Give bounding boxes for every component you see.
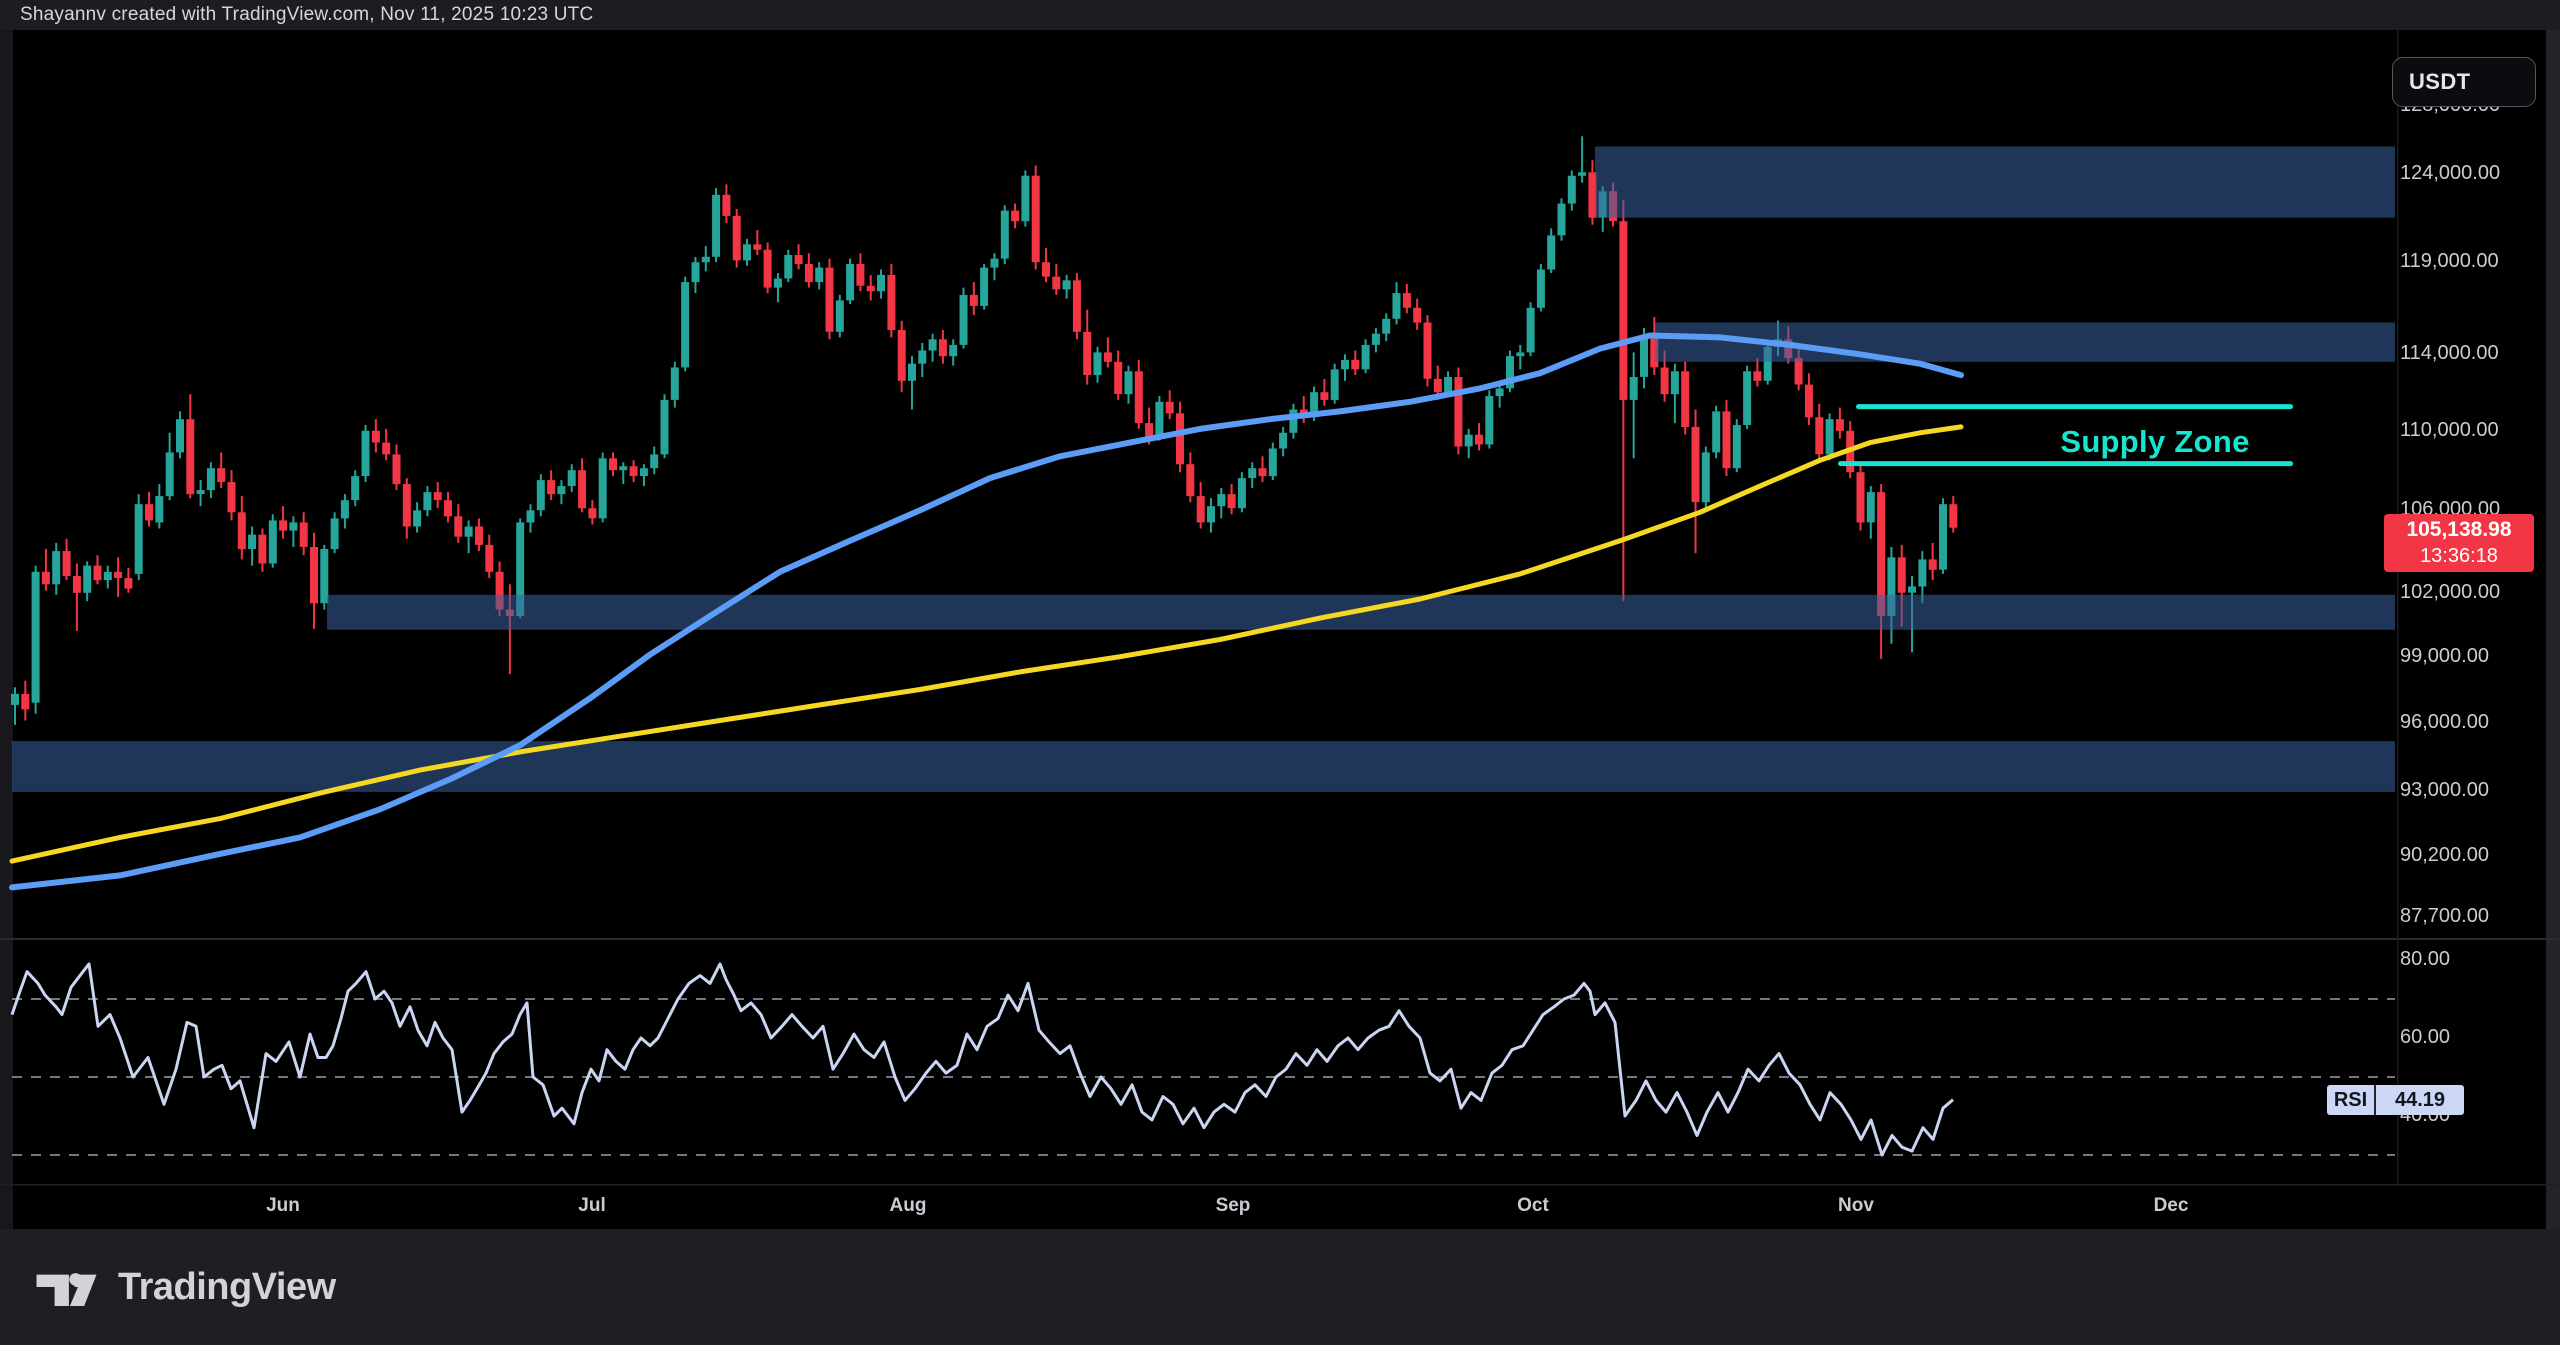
last-price-label: 105,138.98 13:36:18 — [2384, 514, 2534, 572]
price-tick-label: 90,200.00 — [2400, 844, 2489, 867]
tradingview-logo-icon[interactable] — [36, 1267, 98, 1307]
time-tick-label: Dec — [2153, 1195, 2189, 1216]
price-tick-label: 93,000.00 — [2400, 778, 2489, 801]
price-tick-label: 102,000.00 — [2400, 580, 2501, 603]
rsi-indicator-label[interactable]: RSI 44.19 — [2327, 1085, 2464, 1115]
price-tick-label: 96,000.00 — [2400, 710, 2489, 733]
price-tick-label: 99,000.00 — [2400, 644, 2489, 667]
footer-bar: TradingView — [0, 1229, 2560, 1345]
rsi-tick-label: 60.00 — [2400, 1026, 2451, 1048]
supply-zone-label[interactable]: Supply Zone — [2060, 424, 2250, 459]
rsi-value-chip: 44.19 — [2374, 1085, 2464, 1115]
price-tick-label: 124,000.00 — [2400, 161, 2501, 184]
bar-countdown: 13:36:18 — [2420, 545, 2498, 567]
time-tick-label: Jun — [266, 1195, 300, 1216]
rsi-name-chip[interactable]: RSI — [2327, 1085, 2374, 1115]
time-tick-label: Sep — [1215, 1195, 1251, 1216]
price-tick-label: 87,700.00 — [2400, 904, 2489, 927]
last-price-value: 105,138.98 — [2406, 518, 2512, 541]
chart-canvas[interactable] — [0, 30, 2560, 1184]
attribution-text: Shayannv created with TradingView.com, N… — [20, 4, 594, 25]
time-tick-label: Nov — [1838, 1195, 1874, 1216]
price-tick-label: 119,000.00 — [2400, 250, 2499, 273]
time-tick-label: Aug — [889, 1195, 927, 1216]
time-tick-label: Oct — [1517, 1195, 1549, 1216]
time-tick-label: Jul — [578, 1195, 606, 1216]
price-tick-label: 110,000.00 — [2400, 418, 2499, 441]
attribution-bar: Shayannv created with TradingView.com, N… — [0, 0, 2560, 30]
rsi-tick-label: 80.00 — [2400, 948, 2451, 970]
currency-toggle-button[interactable]: USDT — [2392, 57, 2536, 107]
price-tick-label: 114,000.00 — [2400, 342, 2499, 365]
tradingview-brand[interactable]: TradingView — [118, 1265, 336, 1308]
